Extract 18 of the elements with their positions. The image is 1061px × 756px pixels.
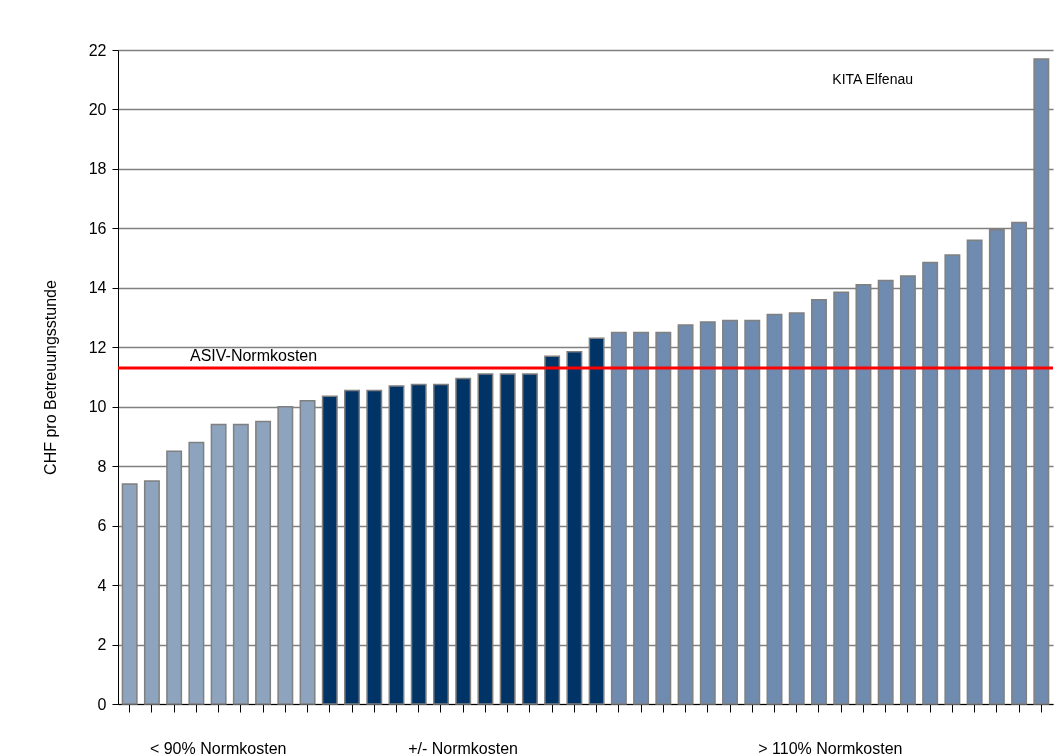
y-tick-label: 8	[97, 457, 107, 475]
y-tick-label: 18	[88, 160, 107, 178]
y-axis-title: CHF pro Betreuungsstunde	[41, 280, 59, 475]
y-tick-label: 2	[97, 636, 107, 654]
y-tick-label: 20	[88, 100, 107, 118]
text: +/- Normkosten	[408, 740, 518, 756]
text: < 90% Normkosten	[149, 740, 287, 756]
y-tick-label: 22	[88, 41, 107, 59]
y-tick-label: 10	[88, 398, 107, 416]
annotation: KITA Elfenau	[832, 70, 913, 87]
y-tick-label: 4	[97, 576, 107, 594]
y-tick-label: 6	[97, 517, 107, 535]
ref-line-label: ASIV-Normkosten	[190, 347, 318, 365]
y-tick-label: 16	[88, 219, 107, 237]
y-tick-label: 12	[88, 338, 107, 356]
text: > 110% Normkosten	[758, 740, 903, 756]
y-tick-label: 0	[97, 695, 107, 713]
y-tick-label: 14	[88, 279, 107, 297]
